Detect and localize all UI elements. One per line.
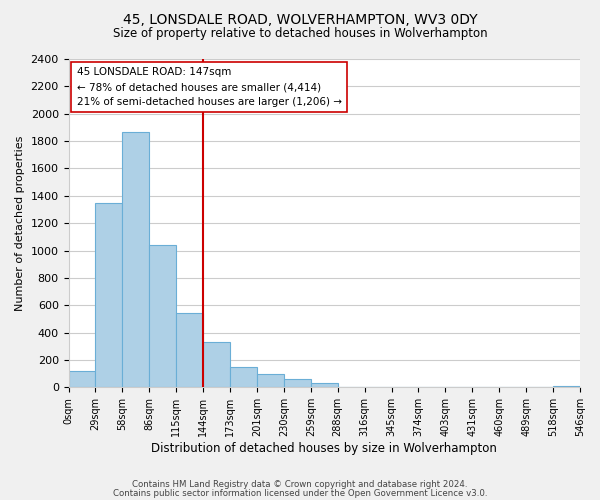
- X-axis label: Distribution of detached houses by size in Wolverhampton: Distribution of detached houses by size …: [151, 442, 497, 455]
- Text: Size of property relative to detached houses in Wolverhampton: Size of property relative to detached ho…: [113, 28, 487, 40]
- Bar: [203, 342, 230, 388]
- Bar: [230, 367, 257, 388]
- Bar: [284, 379, 311, 388]
- Text: 45, LONSDALE ROAD, WOLVERHAMPTON, WV3 0DY: 45, LONSDALE ROAD, WOLVERHAMPTON, WV3 0D…: [122, 12, 478, 26]
- Y-axis label: Number of detached properties: Number of detached properties: [15, 136, 25, 311]
- Bar: [311, 383, 338, 388]
- Bar: [68, 371, 95, 388]
- Bar: [122, 132, 149, 388]
- Bar: [257, 374, 284, 388]
- Bar: [176, 314, 203, 388]
- Text: Contains HM Land Registry data © Crown copyright and database right 2024.: Contains HM Land Registry data © Crown c…: [132, 480, 468, 489]
- Bar: [553, 386, 580, 388]
- Text: Contains public sector information licensed under the Open Government Licence v3: Contains public sector information licen…: [113, 489, 487, 498]
- Text: 45 LONSDALE ROAD: 147sqm
← 78% of detached houses are smaller (4,414)
21% of sem: 45 LONSDALE ROAD: 147sqm ← 78% of detach…: [77, 67, 341, 107]
- Bar: [95, 202, 122, 388]
- Bar: [149, 245, 176, 388]
